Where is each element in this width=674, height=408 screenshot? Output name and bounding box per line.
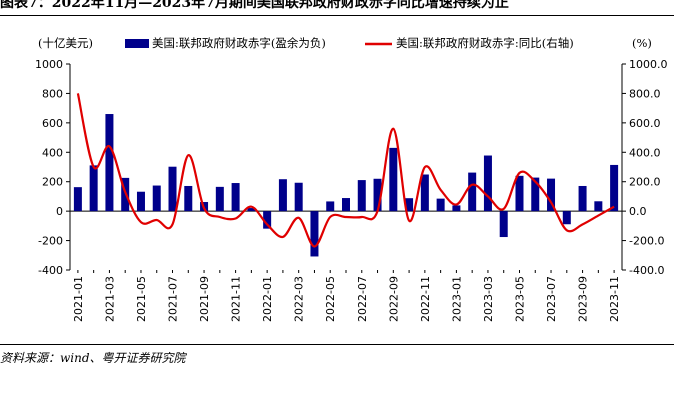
right-tick-label: -400.0 (629, 264, 664, 277)
bar (357, 180, 366, 212)
x-tick-label: 2021-09 (198, 276, 211, 322)
bar (531, 177, 540, 212)
right-tick-label: -200.0 (629, 235, 664, 248)
x-tick-label: 2021-05 (135, 276, 148, 322)
right-tick-label: 400.0 (629, 146, 661, 159)
x-tick-label: 2022-09 (387, 276, 400, 322)
bar (247, 208, 256, 212)
x-tick-label: 2022-03 (293, 276, 306, 322)
bar (89, 165, 98, 212)
x-axis-labels: 2021-01 2021-03 2021-05 2021-07 2021-09 2021-… (72, 270, 621, 322)
x-tick-label: 2023-11 (608, 276, 621, 322)
x-tick-label: 2021-11 (230, 276, 243, 322)
right-tick-label: 200.0 (629, 176, 661, 189)
x-tick-label: 2023-09 (577, 276, 590, 322)
left-tick-label: 200 (42, 176, 63, 189)
bar (152, 185, 161, 212)
bar (278, 179, 287, 212)
x-tick-label: 2021-07 (167, 276, 180, 322)
bar (389, 147, 398, 212)
bar (420, 174, 429, 212)
bar (483, 155, 492, 212)
bar (594, 201, 603, 212)
right-tick-label: 1000.0 (629, 58, 668, 71)
left-tick-label: 400 (42, 146, 63, 159)
bar (168, 166, 177, 212)
x-tick-label: 2023-07 (545, 276, 558, 322)
bar (562, 211, 571, 225)
left-tick-label: 800 (42, 87, 63, 100)
x-tick-label: 2022-07 (356, 276, 369, 322)
left-tick-label: -400 (38, 264, 63, 277)
x-tick-label: 2022-01 (261, 276, 274, 322)
source-note: 资料来源：wind、粤开证券研究院 (0, 351, 186, 365)
right-axis-unit: (%) (632, 36, 652, 50)
left-tick-label: 1000 (35, 58, 63, 71)
legend-bar-swatch (125, 39, 149, 48)
bar (326, 201, 335, 212)
bar (310, 211, 319, 257)
bar (405, 198, 414, 212)
legend-bar-label: 美国:联邦政府财政赤字(盈余为负) (152, 36, 326, 50)
right-tick-label: 0.0 (629, 205, 647, 218)
legend-line-label: 美国:联邦政府财政赤字:同比(右轴) (396, 36, 574, 50)
bar-series (73, 114, 619, 257)
bar (452, 205, 461, 212)
bar (373, 178, 382, 212)
chart: (十亿美元) 美国:联邦政府财政赤字(盈余为负) 美国:联邦政府财政赤字:同比(右轴… (35, 36, 668, 322)
x-tick-label: 2022-05 (324, 276, 337, 322)
left-tick-label: 600 (42, 117, 63, 130)
bar (73, 187, 82, 212)
bar (578, 185, 587, 212)
bar (468, 172, 477, 212)
bottom-rule (0, 344, 674, 345)
yoy-line (76, 93, 615, 248)
bar (136, 191, 145, 212)
bar (263, 211, 272, 229)
axes: 1000 800 600 400 200 0 -200 -400 1000.0 800.0 600.… (35, 58, 668, 277)
bar (294, 182, 303, 212)
left-tick-label: 0 (56, 205, 63, 218)
left-axis-unit: (十亿美元) (38, 36, 93, 50)
bar (231, 183, 240, 212)
x-tick-label: 2023-03 (482, 276, 495, 322)
bar (105, 114, 114, 212)
right-tick-label: 800.0 (629, 87, 661, 100)
right-tick-label: 600.0 (629, 117, 661, 130)
x-tick-label: 2023-01 (450, 276, 463, 322)
x-tick-label: 2021-03 (103, 276, 116, 322)
x-tick-label: 2022-11 (419, 276, 432, 322)
top-rule (0, 15, 674, 16)
legend: (十亿美元) 美国:联邦政府财政赤字(盈余为负) 美国:联邦政府财政赤字:同比(右轴… (38, 36, 652, 50)
x-tick-label: 2021-01 (72, 276, 85, 322)
bar (547, 178, 556, 212)
bar (610, 164, 619, 212)
left-tick-label: -200 (38, 235, 63, 248)
figure-title: 图表7：2022年11月—2023年7月期间美国联邦政府财政赤字同比增速持续为正 (0, 0, 509, 11)
bar (215, 186, 224, 212)
bar (499, 211, 508, 238)
bar (184, 185, 193, 212)
bar (436, 198, 445, 212)
line-series (76, 93, 615, 248)
bar (342, 198, 350, 212)
x-tick-label: 2023-05 (513, 276, 526, 322)
bar (515, 175, 524, 212)
